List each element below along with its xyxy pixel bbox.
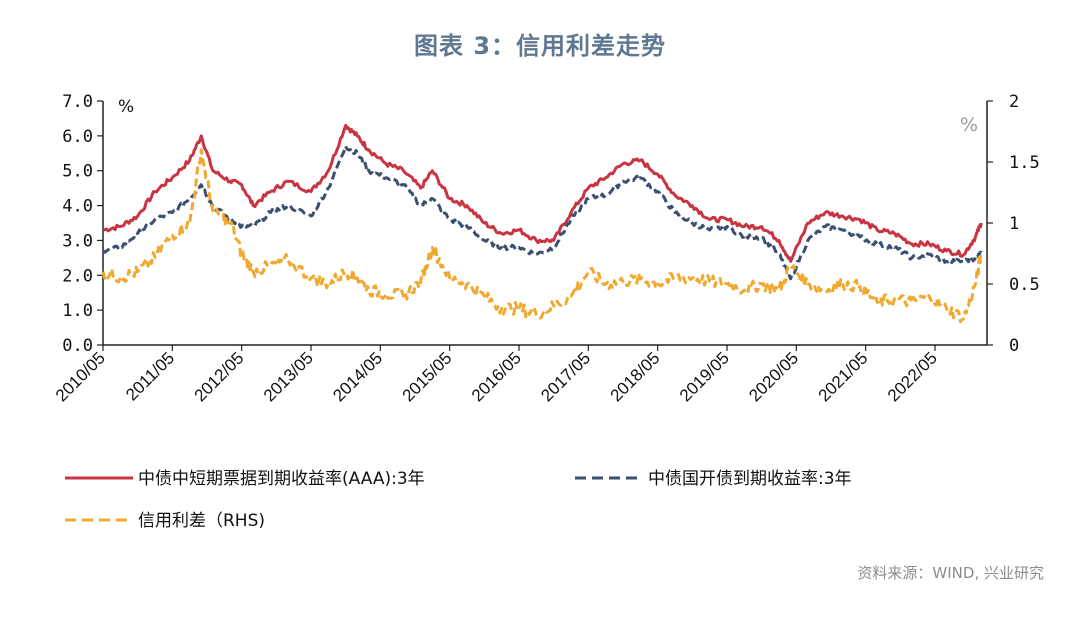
x-tick-label: 2013/05	[260, 348, 317, 405]
left-axis-unit: %	[118, 97, 134, 117]
x-tick-label: 2011/05	[122, 348, 178, 404]
legend-label-1: 中债中短期票据到期收益率(AAA):3年	[138, 469, 425, 489]
legend-label-2: 中债国开债到期收益率:3年	[648, 469, 852, 489]
x-tick-label: 2016/05	[468, 348, 525, 405]
left-tick-label: 7.0	[62, 92, 93, 112]
right-axis-unit: %	[960, 114, 978, 136]
x-tick-label: 2020/05	[745, 348, 802, 405]
x-tick-label: 2018/05	[607, 348, 664, 405]
legend-label-3: 信用利差（RHS)	[138, 511, 265, 531]
left-tick-label: 3.0	[62, 231, 93, 251]
x-tick-label: 2022/05	[884, 348, 941, 405]
series-line-2	[102, 144, 983, 281]
right-tick-label: 0.5	[1009, 275, 1040, 295]
right-tick-label: 2	[1009, 92, 1019, 112]
source-note: 资料来源：WIND, 兴业研究	[857, 564, 1044, 582]
left-tick-label: 2.0	[62, 266, 93, 286]
left-tick-label: 5.0	[62, 162, 93, 182]
left-tick-label: 4.0	[62, 197, 93, 217]
series-line-3	[101, 148, 983, 324]
chart-title: 图表 3：信用利差走势	[413, 32, 667, 60]
x-tick-label: 2010/05	[52, 348, 109, 405]
right-tick-label: 1	[1009, 214, 1019, 234]
x-tick-label: 2014/05	[329, 348, 386, 405]
left-tick-label: 1.0	[62, 301, 93, 321]
x-tick-label: 2021/05	[815, 348, 872, 405]
right-tick-label: 0	[1009, 336, 1019, 356]
x-tick-label: 2012/05	[191, 348, 248, 405]
series-line-1	[102, 123, 983, 263]
right-tick-label: 1.5	[1009, 153, 1040, 173]
x-tick-label: 2017/05	[537, 348, 594, 405]
x-tick-label: 2015/05	[399, 348, 456, 405]
left-tick-label: 0.0	[62, 336, 93, 356]
x-tick-label: 2019/05	[676, 348, 733, 405]
left-tick-label: 6.0	[62, 127, 93, 147]
